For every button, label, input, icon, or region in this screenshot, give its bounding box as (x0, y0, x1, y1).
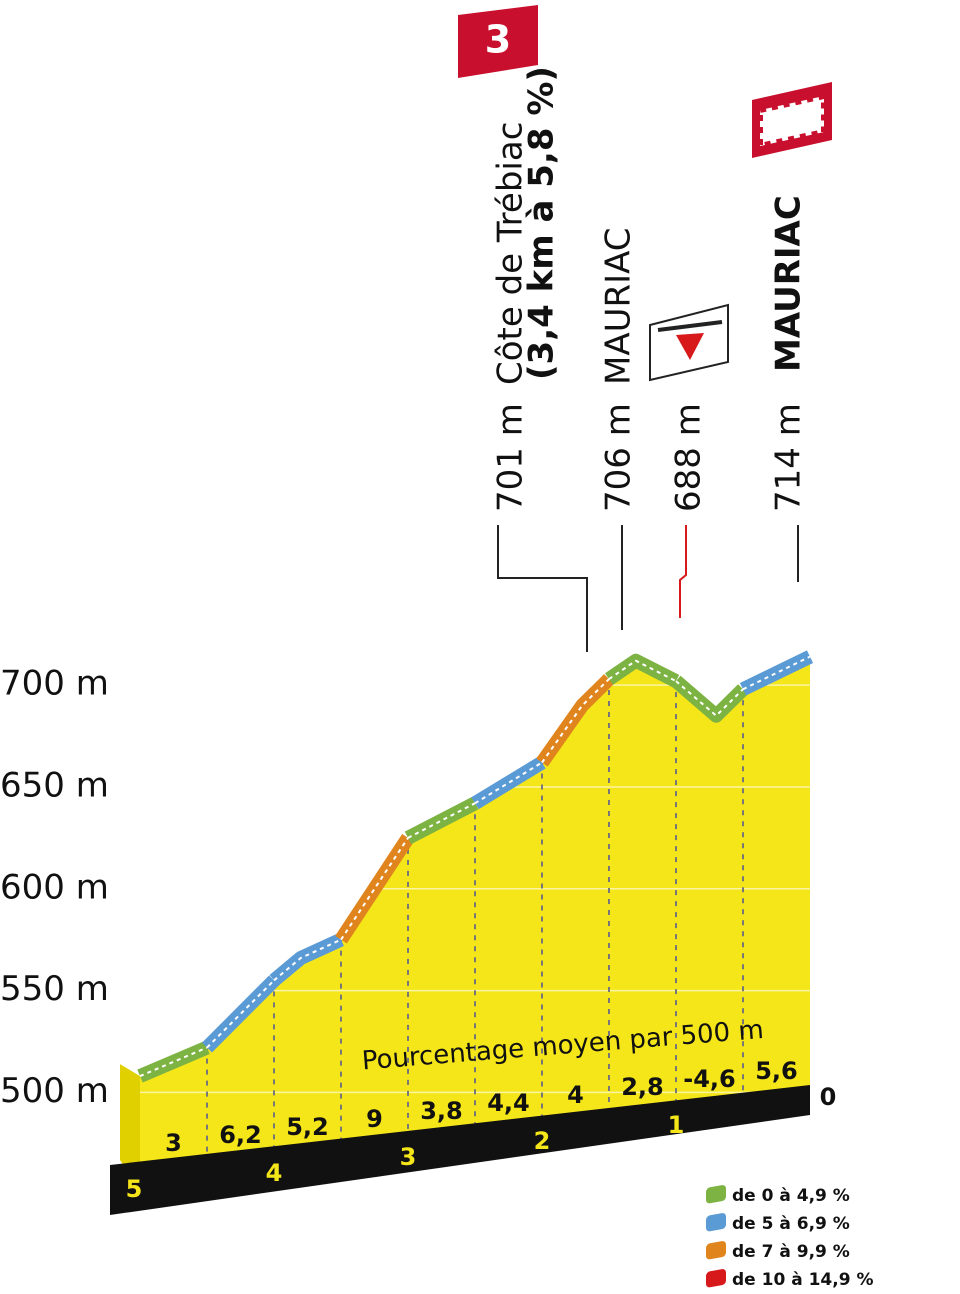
gradient-segment (536, 674, 614, 767)
legend-label: de 10 à 14,9 % (732, 1270, 873, 1290)
y-tick-label: 650 m (0, 765, 109, 805)
x-tick-label: 2 (534, 1127, 551, 1155)
legend-label: de 0 à 4,9 % (732, 1186, 850, 1206)
gradient-label: -4,6 (683, 1065, 735, 1093)
gradient-label: 5,6 (755, 1057, 798, 1085)
gradient-label: 4,4 (487, 1089, 530, 1117)
climb-badge (458, 5, 538, 78)
gradient-label: 3,8 (420, 1097, 463, 1125)
y-tick-label: 550 m (0, 969, 109, 1009)
climb-name: Côte de Trébiac (491, 122, 531, 385)
gradient-label: 9 (366, 1105, 383, 1133)
gradient-segment (404, 797, 479, 845)
x-tick-label: 4 (266, 1159, 283, 1187)
town-altitude: 706 m (599, 403, 639, 512)
gradient-label: 4 (567, 1081, 584, 1109)
finish-name: MAURIAC (769, 195, 809, 372)
profile-side (120, 1064, 140, 1190)
leader-lines (497, 525, 799, 652)
summit-altitude: 701 m (491, 403, 531, 512)
y-tick-label: 700 m (0, 664, 109, 704)
town-name: MAURIAC (599, 227, 639, 385)
finish-altitude: 714 m (769, 403, 809, 512)
gradient-label: 2,8 (621, 1073, 664, 1101)
gradient-segment (739, 650, 814, 696)
x-tick-label: 1 (668, 1111, 685, 1139)
flamme-line (679, 525, 687, 618)
flamme-rouge (649, 303, 729, 382)
legend-swatch (706, 1241, 726, 1260)
x-tick-label: 0 (820, 1083, 837, 1111)
legend-swatch (706, 1185, 726, 1204)
legend-label: de 7 à 9,9 % (732, 1242, 850, 1262)
finish-flag (752, 82, 832, 158)
x-tick-label: 3 (400, 1143, 417, 1171)
gradient-segment (137, 1041, 210, 1083)
gradient-dash (474, 761, 543, 805)
gradient-label: 6,2 (219, 1121, 262, 1149)
legend-swatch (706, 1269, 726, 1288)
flamme-altitude: 688 m (669, 403, 709, 512)
climb-stats: (3,4 km à 5,8 %) (522, 66, 562, 380)
gradient-dash (608, 659, 677, 682)
gradient-segment (202, 975, 279, 1053)
legend-swatch (706, 1213, 726, 1232)
gradient-dash (273, 938, 342, 982)
y-tick-label: 600 m (0, 867, 109, 907)
climb-category: 3 (485, 18, 511, 62)
x-tick-label: 5 (126, 1175, 143, 1203)
gradient-label: 5,2 (286, 1113, 329, 1141)
legend-label: de 5 à 6,9 % (732, 1214, 850, 1234)
gradient-label: 3 (165, 1129, 182, 1157)
gradient-segment (335, 834, 414, 944)
y-tick-label: 500 m (0, 1071, 109, 1111)
gradient-dash (675, 680, 744, 718)
distance-bar (110, 1085, 810, 1215)
